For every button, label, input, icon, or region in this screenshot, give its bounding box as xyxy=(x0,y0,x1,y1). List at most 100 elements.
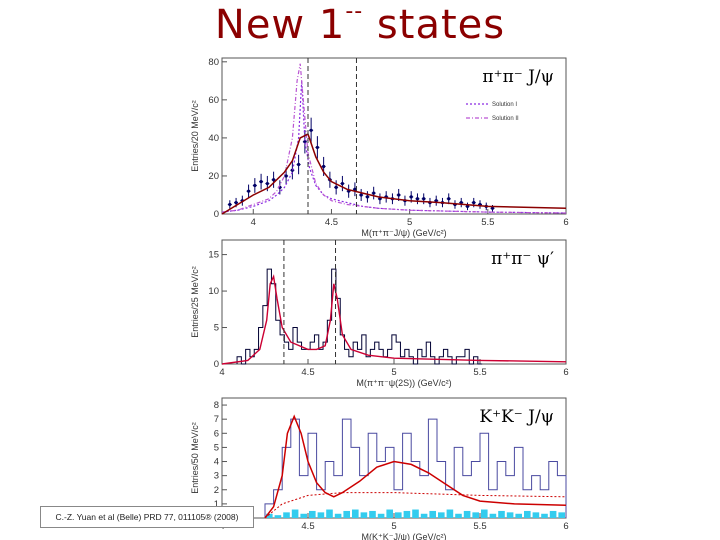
background-bar xyxy=(549,510,557,518)
data-point xyxy=(353,187,357,191)
background-bar xyxy=(300,513,307,518)
process-label: π⁺π⁻ ψ′ xyxy=(491,249,554,269)
x-axis-label: M(π⁺π⁻ψ(2S)) (GeV/c²) xyxy=(356,378,451,388)
x-tick-label: 6 xyxy=(563,521,568,532)
background-bar xyxy=(317,512,325,518)
data-point xyxy=(297,162,301,167)
data-point xyxy=(303,140,307,144)
background-bar xyxy=(274,515,282,518)
background-bar xyxy=(481,509,488,518)
background-bar xyxy=(446,509,454,518)
data-point xyxy=(284,174,288,178)
y-axis-label: Entries/50 MeV/c² xyxy=(190,422,200,494)
title-superscript: -- xyxy=(345,0,364,24)
data-point xyxy=(234,200,238,205)
fit-curve xyxy=(221,274,567,365)
y-tick-label: 15 xyxy=(208,250,219,261)
panel-kk-jpsi: 44.555.56012345678K⁺K⁻ J/ψM(K⁺K⁻J/ψ) (Ge… xyxy=(190,397,569,540)
background-bar xyxy=(386,509,393,518)
data-point xyxy=(265,181,269,186)
legend-entry: Solution II xyxy=(492,116,519,122)
data-point xyxy=(340,181,344,186)
data-point xyxy=(315,145,319,150)
data-point xyxy=(459,200,463,205)
background-bar xyxy=(326,509,333,518)
y-tick-label: 7 xyxy=(214,414,219,425)
background-bar xyxy=(532,512,540,518)
y-axis-label: Entries/20 MeV/c² xyxy=(190,100,200,172)
background-bar xyxy=(291,509,299,518)
page-title: New 1-- states xyxy=(0,0,720,48)
background-bar xyxy=(283,512,290,518)
background-bar xyxy=(541,513,548,518)
y-tick-label: 60 xyxy=(208,95,219,106)
background-bar xyxy=(343,510,350,518)
y-tick-label: 2 xyxy=(214,485,219,496)
y-axis-label: Entries/25 MeV/c² xyxy=(190,266,200,338)
background-bar xyxy=(377,513,385,518)
data-point xyxy=(228,202,232,207)
background-bar xyxy=(429,510,436,518)
x-tick-label: 5.5 xyxy=(473,367,486,378)
background-bar xyxy=(369,510,376,518)
data-point xyxy=(434,199,438,203)
data-point xyxy=(378,197,382,201)
fit-curve xyxy=(264,492,567,519)
background-bar xyxy=(334,513,342,518)
background-bar xyxy=(438,512,445,518)
y-tick-label: 10 xyxy=(208,286,219,297)
x-tick-label: 5.5 xyxy=(481,217,494,228)
data-point xyxy=(365,195,370,199)
y-tick-label: 1 xyxy=(214,499,219,510)
y-tick-label: 5 xyxy=(214,442,219,453)
data-point xyxy=(415,197,420,201)
data-point xyxy=(272,178,276,182)
data-point xyxy=(309,128,313,132)
y-tick-label: 4 xyxy=(214,457,219,468)
background-bar xyxy=(524,510,531,518)
x-tick-label: 5.5 xyxy=(473,521,486,532)
process-label: K⁺K⁻ J/ψ xyxy=(479,407,554,427)
plot-frame xyxy=(221,239,567,365)
x-tick-label: 5 xyxy=(407,217,412,228)
data-point xyxy=(397,193,401,197)
histogram xyxy=(236,268,483,365)
x-tick-label: 4 xyxy=(251,217,256,228)
x-tick-label: 4.5 xyxy=(301,521,314,532)
fit-curve xyxy=(221,63,567,214)
legend-entry: Solution I xyxy=(492,102,517,108)
background-bar xyxy=(266,513,273,518)
background-bar xyxy=(420,513,428,518)
background-bar xyxy=(309,510,316,518)
panel-pipi-psi2s: 4 4.5 5 5.5 6 0 5 10 15 π⁺π⁻ ψ′ M(π⁺π⁻ψ(2S)) (GeV/… xyxy=(190,239,569,388)
x-tick-label: 5 xyxy=(391,367,396,378)
background-bar xyxy=(455,513,462,518)
fit-curve xyxy=(221,133,567,215)
x-tick-label: 6 xyxy=(563,367,568,378)
background-bar xyxy=(472,512,479,518)
process-label: π⁺π⁻ J/ψ xyxy=(482,67,554,87)
y-tick-label: 80 xyxy=(208,57,219,68)
data-point xyxy=(259,180,263,184)
data-point xyxy=(246,189,251,193)
y-tick-label: 6 xyxy=(214,428,219,439)
y-tick-label: 20 xyxy=(208,171,219,182)
data-point xyxy=(372,191,376,195)
data-point xyxy=(359,193,363,197)
data-point xyxy=(472,200,476,205)
y-tick-label: 5 xyxy=(214,323,219,334)
x-tick-label: 6 xyxy=(563,217,568,228)
histogram xyxy=(264,418,567,518)
background-bar xyxy=(506,512,514,518)
x-tick-label: 4.5 xyxy=(301,367,314,378)
x-tick-label: 5 xyxy=(391,521,396,532)
y-tick-label: 40 xyxy=(208,133,219,144)
citation-box: C.-Z. Yuan et al (Belle) PRD 77, 011105®… xyxy=(40,506,254,528)
data-point xyxy=(253,183,257,188)
title-suffix: states xyxy=(363,2,506,48)
background-bar xyxy=(412,509,419,518)
y-tick-label: 0 xyxy=(214,209,219,220)
background-bar xyxy=(403,510,411,518)
data-point xyxy=(447,197,451,201)
